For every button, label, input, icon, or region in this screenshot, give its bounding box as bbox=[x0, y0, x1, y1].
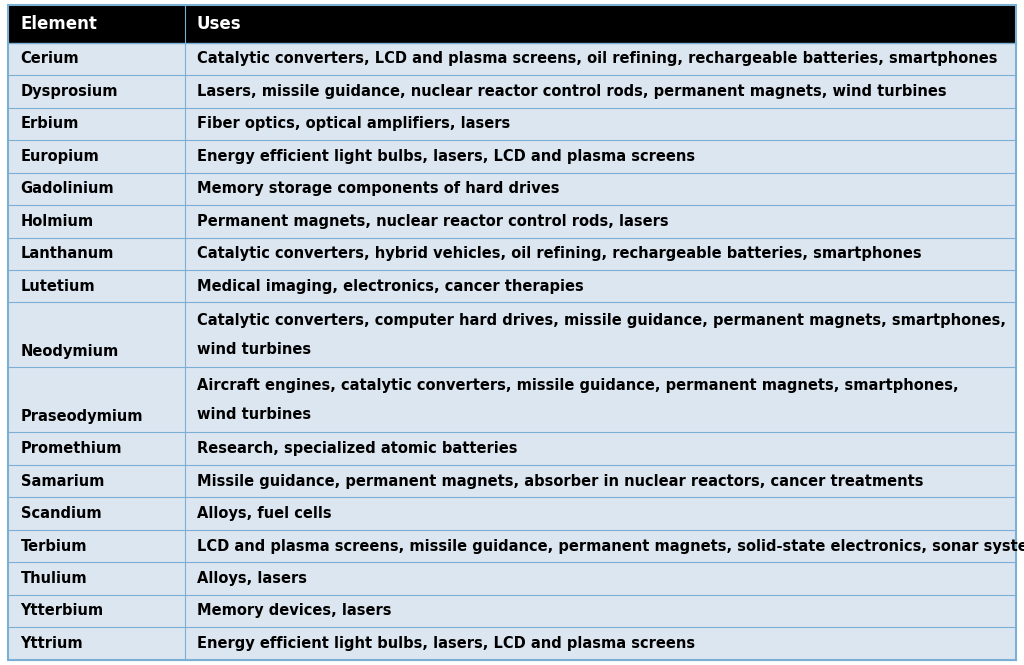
Text: Cerium: Cerium bbox=[20, 51, 79, 66]
Bar bbox=[8, 43, 1016, 75]
Text: Memory devices, lasers: Memory devices, lasers bbox=[197, 603, 391, 618]
Bar bbox=[8, 465, 1016, 497]
Bar bbox=[8, 367, 1016, 432]
Text: Neodymium: Neodymium bbox=[20, 344, 119, 358]
Bar bbox=[8, 432, 1016, 465]
Text: Praseodymium: Praseodymium bbox=[20, 408, 143, 424]
Text: wind turbines: wind turbines bbox=[197, 407, 311, 422]
Text: Erbium: Erbium bbox=[20, 116, 79, 132]
Text: Lanthanum: Lanthanum bbox=[20, 246, 114, 261]
Text: LCD and plasma screens, missile guidance, permanent magnets, solid-state electro: LCD and plasma screens, missile guidance… bbox=[197, 539, 1024, 553]
Bar bbox=[8, 75, 1016, 108]
Text: Memory storage components of hard drives: Memory storage components of hard drives bbox=[197, 182, 559, 196]
Bar bbox=[8, 237, 1016, 270]
Text: Fiber optics, optical amplifiers, lasers: Fiber optics, optical amplifiers, lasers bbox=[197, 116, 510, 132]
Text: Aircraft engines, catalytic converters, missile guidance, permanent magnets, sma: Aircraft engines, catalytic converters, … bbox=[197, 378, 958, 393]
Text: Lutetium: Lutetium bbox=[20, 279, 95, 294]
Text: Element: Element bbox=[20, 15, 97, 33]
Text: Energy efficient light bulbs, lasers, LCD and plasma screens: Energy efficient light bulbs, lasers, LC… bbox=[197, 636, 695, 651]
Bar bbox=[8, 140, 1016, 172]
Text: Lasers, missile guidance, nuclear reactor control rods, permanent magnets, wind : Lasers, missile guidance, nuclear reacto… bbox=[197, 84, 946, 99]
Text: Permanent magnets, nuclear reactor control rods, lasers: Permanent magnets, nuclear reactor contr… bbox=[197, 213, 669, 229]
Text: Terbium: Terbium bbox=[20, 539, 87, 553]
Bar bbox=[8, 205, 1016, 237]
Text: Ytterbium: Ytterbium bbox=[20, 603, 103, 618]
Bar bbox=[8, 5, 1016, 43]
Bar bbox=[8, 172, 1016, 205]
Bar bbox=[8, 627, 1016, 660]
Text: Yttrium: Yttrium bbox=[20, 636, 83, 651]
Text: Missile guidance, permanent magnets, absorber in nuclear reactors, cancer treatm: Missile guidance, permanent magnets, abs… bbox=[197, 473, 924, 489]
Text: Dysprosium: Dysprosium bbox=[20, 84, 118, 99]
Text: Thulium: Thulium bbox=[20, 571, 87, 586]
Text: Promethium: Promethium bbox=[20, 441, 122, 456]
Text: Holmium: Holmium bbox=[20, 213, 93, 229]
Text: Catalytic converters, LCD and plasma screens, oil refining, rechargeable batteri: Catalytic converters, LCD and plasma scr… bbox=[197, 51, 997, 66]
Text: Energy efficient light bulbs, lasers, LCD and plasma screens: Energy efficient light bulbs, lasers, LC… bbox=[197, 149, 695, 164]
Bar bbox=[8, 562, 1016, 595]
Bar bbox=[8, 108, 1016, 140]
Text: Medical imaging, electronics, cancer therapies: Medical imaging, electronics, cancer the… bbox=[197, 279, 584, 294]
Text: Uses: Uses bbox=[197, 15, 242, 33]
Bar bbox=[8, 595, 1016, 627]
Bar bbox=[8, 270, 1016, 303]
Bar bbox=[8, 497, 1016, 530]
Text: Catalytic converters, computer hard drives, missile guidance, permanent magnets,: Catalytic converters, computer hard driv… bbox=[197, 313, 1006, 328]
Text: Gadolinium: Gadolinium bbox=[20, 182, 114, 196]
Bar bbox=[8, 530, 1016, 562]
Text: Research, specialized atomic batteries: Research, specialized atomic batteries bbox=[197, 441, 517, 456]
Text: Alloys, lasers: Alloys, lasers bbox=[197, 571, 307, 586]
Text: Europium: Europium bbox=[20, 149, 99, 164]
Bar bbox=[8, 303, 1016, 367]
Text: Samarium: Samarium bbox=[20, 473, 103, 489]
Text: Alloys, fuel cells: Alloys, fuel cells bbox=[197, 506, 332, 521]
Text: wind turbines: wind turbines bbox=[197, 342, 311, 356]
Text: Scandium: Scandium bbox=[20, 506, 101, 521]
Text: Catalytic converters, hybrid vehicles, oil refining, rechargeable batteries, sma: Catalytic converters, hybrid vehicles, o… bbox=[197, 246, 922, 261]
